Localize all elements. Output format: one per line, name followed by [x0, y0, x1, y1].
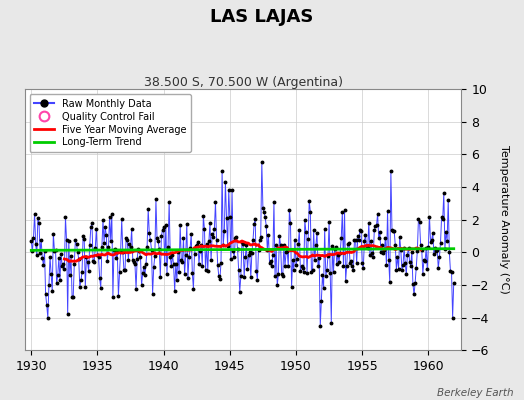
Title: 38.500 S, 70.500 W (Argentina): 38.500 S, 70.500 W (Argentina) — [144, 76, 343, 89]
Y-axis label: Temperature Anomaly (°C): Temperature Anomaly (°C) — [499, 145, 509, 294]
Legend: Raw Monthly Data, Quality Control Fail, Five Year Moving Average, Long-Term Tren: Raw Monthly Data, Quality Control Fail, … — [29, 94, 191, 152]
Text: Berkeley Earth: Berkeley Earth — [437, 388, 514, 398]
Text: LAS LAJAS: LAS LAJAS — [210, 8, 314, 26]
